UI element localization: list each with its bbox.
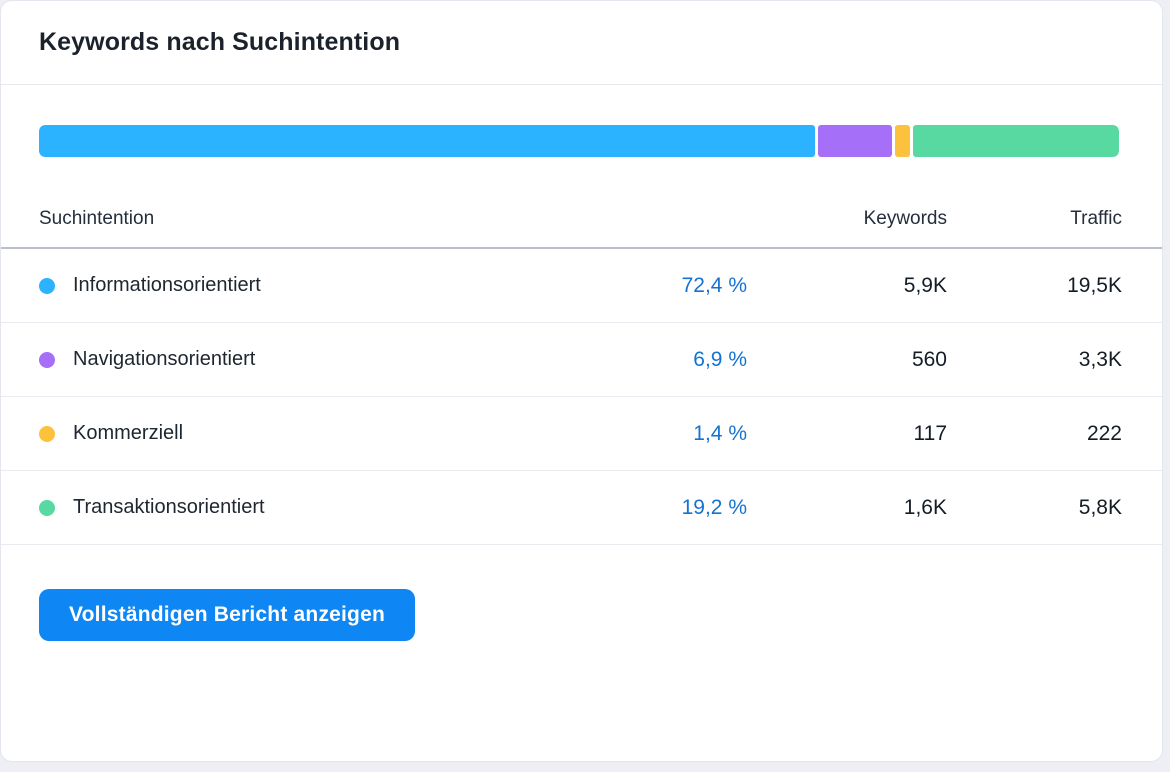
intent-label: Transaktionsorientiert — [73, 496, 265, 518]
intent-label: Navigationsorientiert — [73, 348, 256, 370]
intent-table: Suchintention Keywords Traffic Informati… — [1, 191, 1162, 545]
legend-dot-navigational — [39, 351, 55, 368]
table-row-navigational: Navigationsorientiert 6,9 % 560 3,3K — [1, 323, 1162, 397]
footer-actions: Vollständigen Bericht anzeigen — [1, 545, 1162, 641]
percent-link[interactable]: 6,9 % — [693, 347, 747, 371]
intent-label: Kommerziell — [73, 422, 184, 444]
view-full-report-button[interactable]: Vollständigen Bericht anzeigen — [39, 589, 415, 641]
legend-dot-transactional — [39, 499, 55, 516]
bar-segment-transactional[interactable] — [913, 125, 1119, 157]
keywords-value: 560 — [911, 347, 947, 371]
keywords-value: 5,9K — [903, 273, 947, 297]
header-traffic: Traffic — [1070, 208, 1122, 229]
traffic-value: 5,8K — [1078, 495, 1122, 519]
table-row-transactional: Transaktionsorientiert 19,2 % 1,6K 5,8K — [1, 471, 1162, 545]
intent-label: Informationsorientiert — [73, 274, 261, 296]
table-row-commercial: Kommerziell 1,4 % 117 222 — [1, 397, 1162, 471]
percent-link[interactable]: 72,4 % — [681, 273, 747, 297]
widget-header: Keywords nach Suchintention — [1, 1, 1162, 85]
bar-segment-commercial[interactable] — [895, 125, 911, 157]
widget-title: Keywords nach Suchintention — [39, 28, 401, 56]
legend-dot-commercial — [39, 425, 55, 442]
traffic-value: 19,5K — [1067, 273, 1122, 297]
header-keywords: Keywords — [863, 208, 947, 229]
percent-link[interactable]: 1,4 % — [693, 421, 747, 445]
percent-link[interactable]: 19,2 % — [681, 495, 747, 519]
legend-dot-informational — [39, 277, 55, 294]
table-header-row: Suchintention Keywords Traffic — [1, 191, 1162, 249]
keywords-value: 1,6K — [903, 495, 947, 519]
traffic-value: 222 — [1086, 421, 1122, 445]
keywords-value: 117 — [913, 421, 947, 445]
header-suchintention: Suchintention — [39, 208, 155, 229]
traffic-value: 3,3K — [1078, 347, 1122, 371]
bar-segment-navigational[interactable] — [818, 125, 893, 157]
bar-segment-informational[interactable] — [39, 125, 816, 157]
intent-distribution-bar — [39, 125, 1119, 157]
table-row-informational: Informationsorientiert 72,4 % 5,9K 19,5K — [1, 249, 1162, 323]
